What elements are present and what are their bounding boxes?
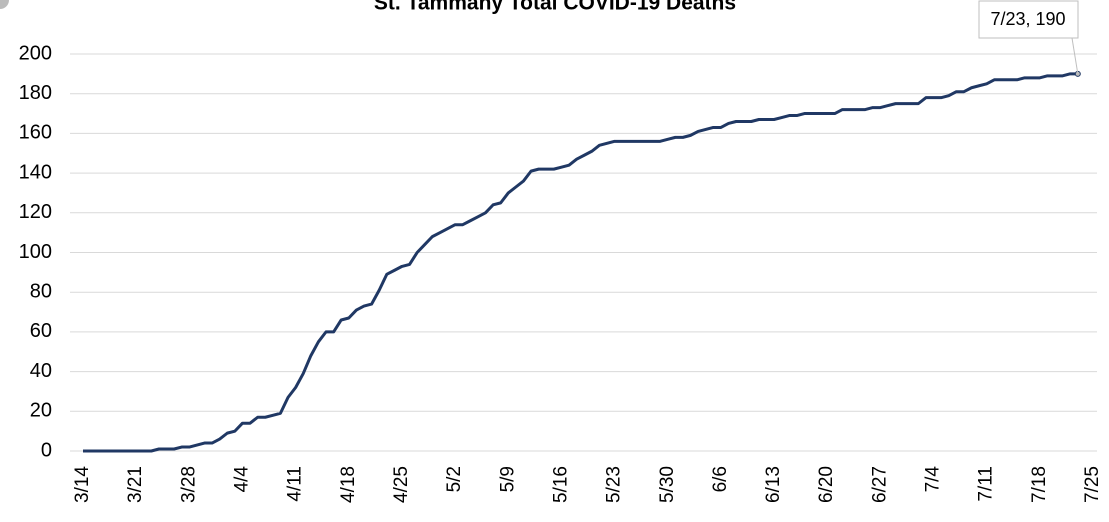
x-tick-label: 5/9 <box>497 466 518 492</box>
annotation: 7/23, 190 <box>990 9 1065 29</box>
x-tick-label: 5/16 <box>550 466 571 503</box>
y-tick-label: 20 <box>30 400 52 422</box>
y-tick-label: 200 <box>19 42 52 64</box>
x-tick-label: 6/20 <box>816 466 837 503</box>
y-tick-label: 160 <box>19 122 52 144</box>
x-tick-label: 5/2 <box>444 466 465 492</box>
annotation-leader <box>1071 37 1079 74</box>
corner-icon <box>0 0 9 9</box>
y-tick-label: 100 <box>19 241 52 263</box>
annotation-box <box>978 0 1079 39</box>
x-tick-label: 3/21 <box>125 466 146 503</box>
y-tick-label: 140 <box>19 161 52 183</box>
data-line <box>83 72 1078 453</box>
x-tick-label: 6/6 <box>710 466 731 492</box>
y-tick-label: 0 <box>41 439 52 461</box>
x-tick-label: 3/14 <box>72 466 93 503</box>
x-tick-label: 4/18 <box>338 466 359 503</box>
x-tick-label: 4/11 <box>285 466 306 502</box>
x-tick-label: 6/27 <box>869 466 890 503</box>
y-tick-label: 120 <box>19 201 52 223</box>
x-tick-label: 3/28 <box>178 466 199 503</box>
x-tick-label: 4/4 <box>231 466 252 493</box>
x-tick-label: 5/30 <box>657 466 678 503</box>
x-tick-label: 7/25 <box>1082 466 1103 503</box>
x-tick-label: 6/13 <box>763 466 784 503</box>
chart-title: St. Tammany Total COVID-19 Deaths <box>374 0 736 15</box>
x-tick-label: 7/4 <box>923 466 944 493</box>
y-tick-label: 180 <box>19 82 52 104</box>
x-tick-label: 7/11 <box>976 466 997 502</box>
y-tick-label: 80 <box>30 280 52 302</box>
x-tick-label: 5/23 <box>604 466 625 503</box>
x-tick-label: 7/18 <box>1029 466 1050 503</box>
y-tick-label: 40 <box>30 360 52 382</box>
x-tick-label: 4/25 <box>391 466 412 503</box>
y-tick-label: 60 <box>30 320 52 342</box>
